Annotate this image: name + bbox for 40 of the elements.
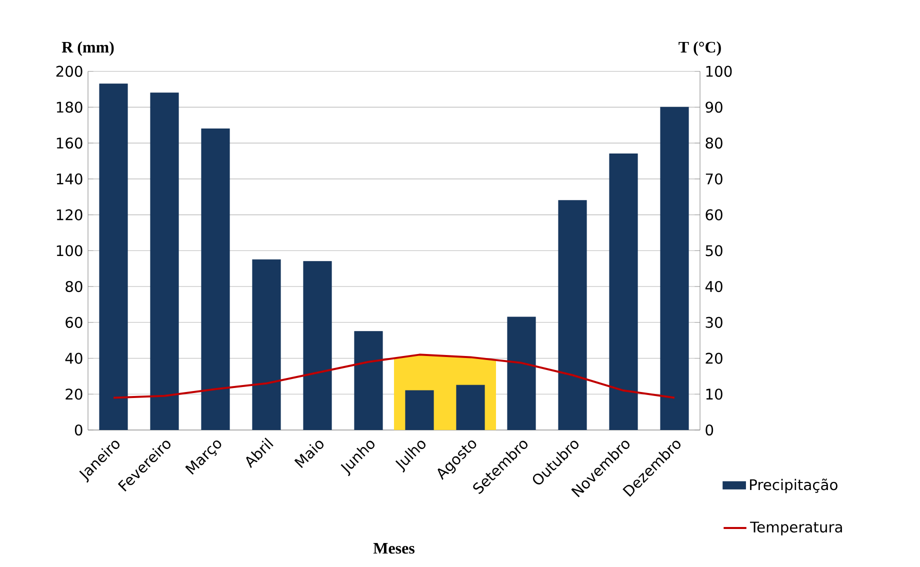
bar bbox=[609, 154, 638, 430]
y2-tick-label: 80 bbox=[706, 138, 722, 149]
x-axis-title: Meses bbox=[373, 543, 414, 554]
bar bbox=[558, 200, 587, 430]
y2-tick-label: 20 bbox=[706, 352, 722, 364]
y-tick-label: 0 bbox=[74, 424, 82, 436]
legend-label: Precipitação bbox=[750, 478, 838, 494]
y-tick-label: 20 bbox=[66, 388, 82, 400]
y2-tick-label: 10 bbox=[706, 388, 722, 400]
y2-tick-label: 90 bbox=[706, 102, 722, 113]
y-tick-label: 140 bbox=[56, 173, 82, 184]
y-axis-title: R (mm) bbox=[62, 41, 114, 56]
y-tick-label: 200 bbox=[56, 66, 82, 77]
bar bbox=[303, 261, 332, 430]
legend-label: Temperatura bbox=[750, 522, 842, 536]
bar bbox=[456, 384, 485, 430]
line-series bbox=[112, 354, 676, 399]
bar bbox=[99, 84, 128, 430]
y2-axis-title: T (°C) bbox=[678, 41, 721, 56]
y2-tick-label: 30 bbox=[706, 316, 722, 328]
y-tick-label: 60 bbox=[66, 316, 82, 328]
y-tick-label: 180 bbox=[56, 102, 82, 113]
bar bbox=[405, 390, 434, 430]
y2-tick-label: 70 bbox=[706, 173, 722, 184]
y2-tick-label: 50 bbox=[706, 245, 722, 256]
bar bbox=[201, 128, 230, 430]
bar bbox=[507, 316, 536, 430]
y2-tick-label: 100 bbox=[706, 66, 732, 77]
bar bbox=[252, 259, 281, 430]
y-tick-label: 100 bbox=[56, 245, 82, 256]
bar bbox=[660, 106, 689, 430]
bar bbox=[150, 92, 179, 430]
y2-tick-label: 60 bbox=[706, 209, 722, 220]
y-tick-label: 120 bbox=[56, 209, 82, 220]
y-tick-label: 40 bbox=[65, 352, 82, 364]
y-tick-label: 80 bbox=[66, 280, 82, 292]
y2-tick-label: 0 bbox=[706, 424, 714, 436]
y2-tick-label: 40 bbox=[705, 280, 722, 292]
y-tick-label: 160 bbox=[56, 138, 82, 149]
bar bbox=[354, 331, 383, 430]
